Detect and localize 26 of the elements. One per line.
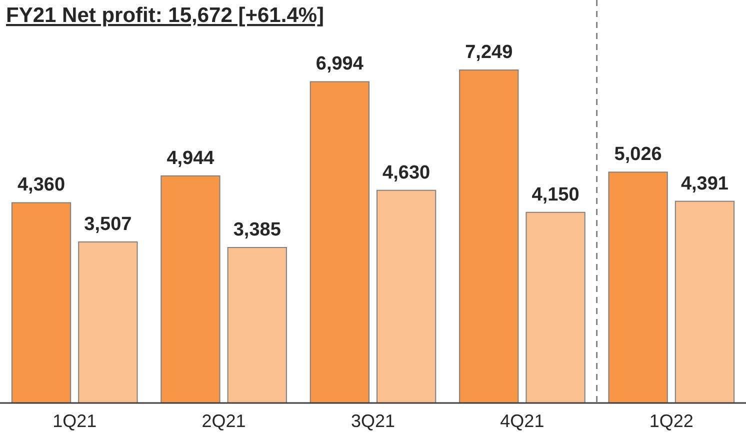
bar (376, 190, 436, 404)
bar (526, 212, 586, 404)
chart-title: FY21 Net profit: 15,672 [+61.4%] (6, 4, 324, 27)
bar (78, 241, 138, 404)
data-label: 4,360 (17, 174, 66, 196)
data-label: 3,507 (84, 214, 132, 235)
data-label: 6,994 (316, 54, 364, 75)
data-label: 4,150 (532, 184, 580, 206)
data-label: 4,391 (680, 173, 729, 194)
bar (310, 81, 370, 404)
data-label: 4,944 (166, 148, 215, 169)
data-label: 7,249 (465, 42, 513, 63)
bar (227, 247, 287, 404)
x-tick-label: 2Q21 (202, 411, 246, 431)
x-tick-label: 4Q21 (500, 411, 544, 431)
bar (160, 175, 220, 404)
x-tick-label: 3Q21 (350, 411, 396, 431)
data-label: 4,630 (382, 162, 430, 184)
x-tick-label: 1Q21 (52, 411, 97, 431)
bar (11, 202, 72, 404)
data-label: 3,385 (233, 220, 282, 240)
data-label: 5,026 (614, 144, 662, 166)
bar (674, 200, 735, 404)
x-tick-label: 1Q22 (649, 411, 694, 431)
bar (459, 70, 519, 404)
bar (608, 172, 668, 404)
